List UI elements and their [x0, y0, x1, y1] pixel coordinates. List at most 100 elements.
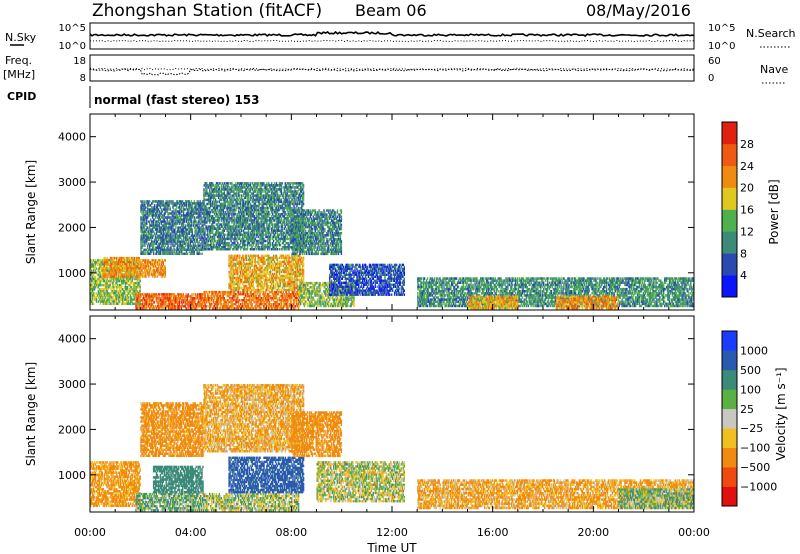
heatmap-cell — [109, 273, 111, 277]
heatmap-cell — [91, 294, 94, 297]
heatmap-cell — [240, 293, 243, 296]
heatmap-cell — [119, 290, 121, 293]
heatmap-cell — [124, 296, 127, 299]
heatmap-cell — [101, 296, 103, 299]
heatmap-cell — [220, 299, 222, 302]
heatmap-cell — [191, 252, 193, 255]
heatmap-cell — [104, 256, 106, 260]
heatmap-cell — [271, 278, 273, 282]
heatmap-cell — [139, 288, 141, 291]
heatmap-cell — [238, 301, 240, 304]
heatmap-cell — [182, 218, 184, 221]
heatmap-cell — [193, 246, 195, 249]
heatmap-cell — [164, 259, 166, 262]
heatmap-cell — [268, 307, 270, 310]
heatmap-cell — [185, 295, 187, 298]
heatmap-cell — [187, 305, 189, 308]
heatmap-cell — [141, 250, 143, 253]
heatmap-cell — [281, 307, 283, 310]
heatmap-cell — [216, 295, 219, 298]
nsearch-tick-bottom: 10^0 — [708, 41, 735, 52]
heatmap-cell — [241, 305, 244, 308]
heatmap-cell — [237, 272, 239, 276]
heatmap-cell — [146, 210, 148, 213]
heatmap-cell — [149, 303, 152, 306]
heatmap-cell — [191, 250, 193, 253]
heatmap-cell — [122, 273, 125, 276]
heatmap-cell — [110, 300, 112, 303]
heatmap-cell — [145, 267, 147, 270]
heatmap-cell — [109, 263, 111, 266]
heatmap-cell — [168, 305, 170, 308]
heatmap-cell — [243, 280, 246, 284]
heatmap-cell — [178, 244, 180, 247]
heatmap-cell — [150, 204, 152, 207]
heatmap-cell — [270, 258, 272, 262]
heatmap-cell — [291, 290, 293, 294]
heatmap-cell — [177, 240, 179, 243]
heatmap-cell — [100, 275, 102, 279]
heatmap-cell — [118, 256, 120, 260]
heatmap-cell — [163, 240, 165, 243]
heatmap-cell — [178, 301, 181, 304]
heatmap-cell — [266, 276, 268, 280]
heatmap-cell — [90, 259, 92, 262]
heatmap-cell — [237, 295, 239, 298]
heatmap-cell — [183, 208, 186, 211]
heatmap-cell — [189, 246, 192, 249]
heatmap-cell — [92, 263, 95, 266]
heatmap-cell — [239, 268, 241, 272]
heatmap-cell — [159, 299, 161, 302]
heatmap-cell — [226, 290, 228, 294]
heatmap-cell — [149, 232, 151, 235]
heatmap-cell — [263, 258, 265, 262]
heatmap-cell — [144, 248, 146, 251]
heatmap-cell — [139, 292, 141, 295]
heatmap-cell — [177, 230, 179, 233]
heatmap-cell — [108, 273, 110, 276]
heatmap-cell — [113, 288, 115, 291]
heatmap-cell — [105, 288, 107, 291]
heatmap-cell — [249, 276, 252, 280]
heatmap-cell — [266, 258, 268, 262]
heatmap-cell — [219, 295, 222, 298]
heatmap-cell — [198, 293, 200, 296]
heatmap-cell — [140, 238, 142, 241]
heatmap-cell — [120, 275, 122, 278]
heatmap-cell — [232, 272, 234, 276]
heatmap-cell — [98, 269, 101, 272]
heatmap-cell — [181, 297, 183, 300]
heatmap-cell — [99, 259, 102, 262]
heatmap-cell — [144, 202, 146, 205]
heatmap-cell — [259, 307, 261, 310]
heatmap-cell — [197, 212, 199, 215]
heatmap-cell — [163, 238, 165, 241]
heatmap-cell — [248, 282, 251, 286]
heatmap-cell — [186, 236, 189, 239]
heatmap-cell — [181, 232, 183, 235]
heatmap-cell — [146, 303, 149, 306]
heatmap-cell — [229, 295, 231, 298]
heatmap-cell — [258, 276, 260, 280]
heatmap-cell — [129, 286, 132, 289]
heatmap-cell — [120, 269, 122, 272]
heatmap-cell — [212, 305, 215, 308]
heatmap-cell — [168, 236, 170, 239]
heatmap-cell — [166, 295, 168, 298]
heatmap-cell — [151, 236, 153, 239]
heatmap-cell — [121, 256, 123, 260]
heatmap-cell — [247, 293, 250, 296]
heatmap-cell — [136, 261, 138, 264]
heatmap-cell — [220, 301, 222, 304]
heatmap-cell — [247, 299, 250, 302]
heatmap-cell — [162, 293, 164, 296]
heatmap-cell — [215, 297, 218, 300]
heatmap-cell — [187, 206, 190, 209]
heatmap-cell — [182, 226, 185, 229]
heatmap-cell — [294, 301, 296, 304]
heatmap-cell — [159, 236, 162, 239]
heatmap-cell — [90, 294, 92, 297]
heatmap-cell — [234, 297, 236, 300]
heatmap-cell — [187, 210, 190, 213]
heatmap-cell — [168, 307, 170, 310]
